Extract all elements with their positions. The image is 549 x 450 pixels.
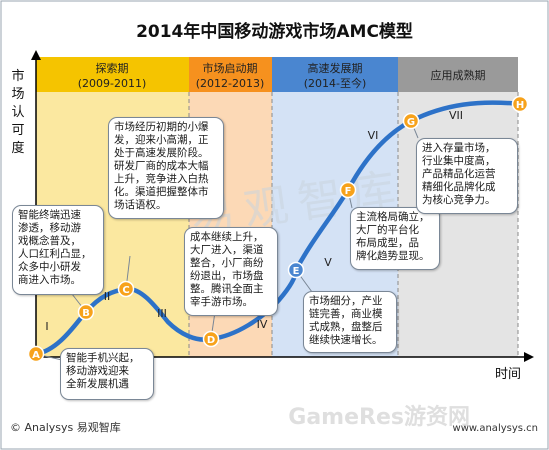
marker-circle [511,95,529,113]
marker-circle [117,280,135,298]
marker-letter: C [122,285,129,296]
marker-letter: E [293,266,300,277]
phase-header-maturity [398,57,518,92]
stage-numeral-5: V [324,256,332,269]
stage-numeral-3: III [157,307,167,320]
marker-c: C [117,280,135,298]
marker-letter: D [207,335,215,346]
marker-g: G [402,112,420,130]
stage-numeral-6: VI [368,129,379,142]
footer-source: © Analysys 易观智库 [10,420,121,434]
callout-e: 市场细分，产业 链完善，商业模 式成熟，盘整后 继续快速增长。 [303,291,397,353]
marker-circle [27,345,45,363]
marker-circle [77,303,95,321]
phase-name-rapid-growth: 高速发展期 [308,61,363,75]
callout-d: 成本继续上升， 大厂进入，渠道 整合，小厂商纷 纷退出，市场盘 整。腾讯全面主 … [184,227,278,316]
marker-letter: F [345,186,352,197]
marker-circle [339,181,357,199]
curve-markers: A B C D E F G H [27,95,529,363]
marker-d: D [202,330,220,348]
phase-name-exploration: 探索期 [96,61,129,75]
marker-circle [287,261,305,279]
marker-a: A [27,345,45,363]
phase-header-rapid-growth [272,57,398,92]
marker-letter: H [516,100,524,111]
stage-numeral-7: VII [449,109,463,122]
y-axis-label-1: 市 [11,68,24,84]
marker-f: F [339,181,357,199]
marker-circle [202,330,220,348]
phase-years-market-launch: (2012-2013) [196,77,265,90]
callout-c: 市场经历初期的小爆 发，迎来小高潮，正 处于高速发展阶段。 研发厂商的成本大幅 … [108,117,224,219]
corner-watermark: GameRes游资网 [288,404,470,430]
callout-b: 智能终端迅速 渗透，移动游 戏概念普及， 人口红利凸显， 众多中小研发 商进入市… [12,205,104,295]
y-axis-label-3: 认 [11,105,24,120]
marker-e: E [287,261,305,279]
marker-letter: G [407,117,415,128]
phase-name-maturity: 应用成熟期 [431,68,486,82]
y-axis-label-5: 度 [11,140,24,156]
callout-f: 主流格局确立， 大厂的平台化 布局成型，品 牌化趋势显现。 [350,207,440,270]
footer-url: www.analysys.cn [453,423,538,434]
phase-years-rapid-growth: (2014-至今) [304,76,367,90]
callout-a: 智能手机兴起， 移动游戏迎来 全新发展机遇 [60,348,154,400]
stage-numeral-1: I [45,320,48,333]
phase-header-market-launch [189,57,272,92]
y-axis-label-4: 可 [11,123,24,138]
phase-headers [36,57,518,92]
phase-years-exploration: (2009-2011) [78,77,147,90]
marker-letter: A [32,350,40,361]
marker-b: B [77,303,95,321]
stage-numeral-2: II [104,290,111,303]
stage-numeral-4: IV [257,318,268,331]
callout-g: 进入存量市场， 行业集中度高， 产品精品化运营 精细化品牌化成 为核心竞争力。 [416,138,518,214]
phase-name-market-launch: 市场启动期 [203,61,258,75]
phase-header-exploration [36,57,189,92]
y-axis-label-2: 场 [11,87,24,102]
x-axis-label: 时间 [495,367,521,382]
marker-circle [402,112,420,130]
diagram-title: 2014年中国移动游戏市场AMC模型 [136,21,413,42]
marker-letter: B [82,308,90,319]
marker-h: H [511,95,529,113]
